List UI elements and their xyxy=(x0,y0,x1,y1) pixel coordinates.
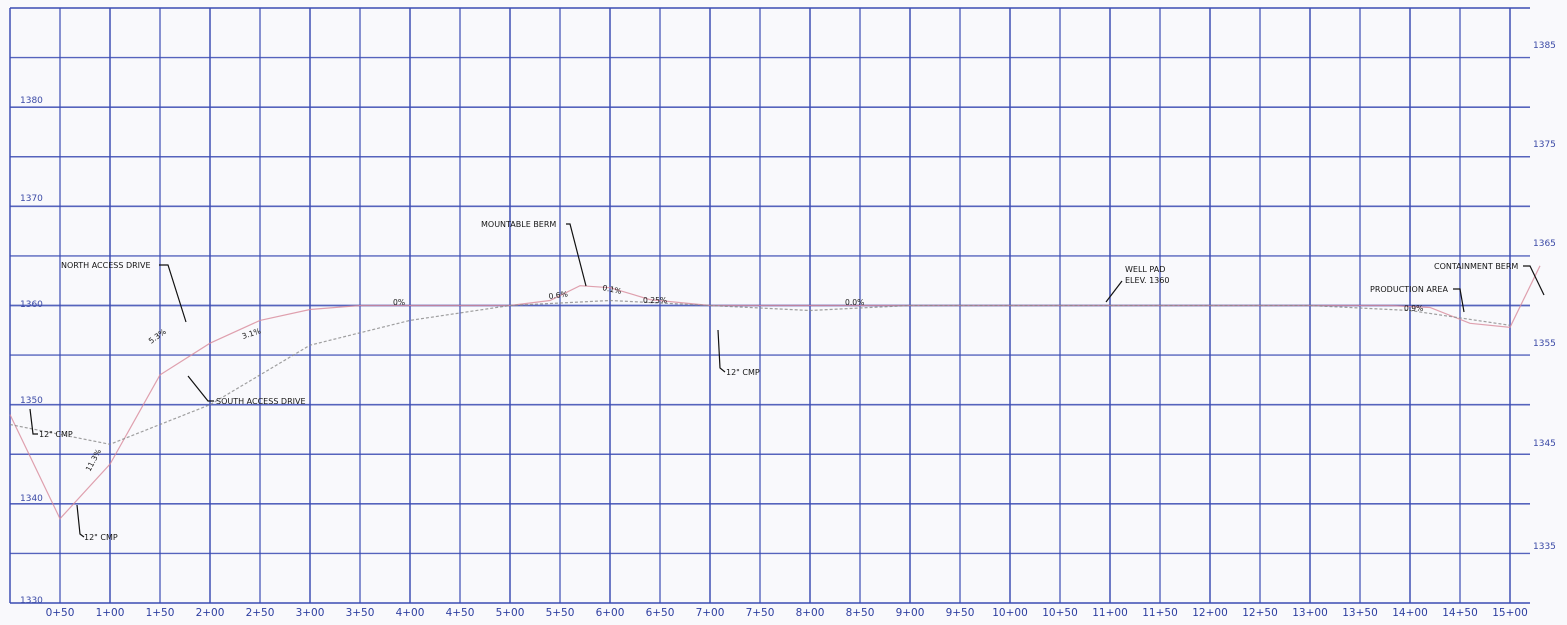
north-access-drive-label: NORTH ACCESS DRIVE xyxy=(61,261,151,270)
slope-label: 0.1% xyxy=(602,283,623,296)
cmp-mid-label: 12" CMP xyxy=(726,368,760,377)
x-tick-label: 7+00 xyxy=(696,607,725,619)
y-label-left: 1350 xyxy=(20,396,43,406)
x-tick-label: 1+50 xyxy=(146,607,175,619)
x-tick-label: 1+00 xyxy=(96,607,125,619)
x-tick-label: 15+00 xyxy=(1492,607,1528,619)
production-area-leader xyxy=(1453,288,1465,313)
x-tick-label: 13+50 xyxy=(1342,607,1378,619)
y-label-right: 1385 xyxy=(1533,41,1556,51)
north-access-drive-leader xyxy=(159,264,187,323)
x-tick-label: 3+00 xyxy=(296,607,325,619)
y-label-right: 1375 xyxy=(1533,140,1556,150)
y-label-left: 1330 xyxy=(20,596,43,606)
y-axis-right-labels: 1385 1375 1365 1355 1345 1335 xyxy=(1533,41,1556,552)
x-tick-label: 12+50 xyxy=(1242,607,1278,619)
y-label-left: 1360 xyxy=(20,300,43,310)
x-tick-label: 3+50 xyxy=(346,607,375,619)
y-label-right: 1345 xyxy=(1533,439,1556,449)
y-axis-left-labels: 1380 1370 1360 1350 1340 1330 xyxy=(20,96,43,606)
slope-label: 0.9% xyxy=(1404,304,1423,313)
x-tick-label: 14+00 xyxy=(1392,607,1428,619)
x-tick-label: 4+50 xyxy=(446,607,475,619)
x-tick-label: 2+50 xyxy=(246,607,275,619)
slope-label: 0% xyxy=(393,298,405,307)
y-label-right: 1335 xyxy=(1533,542,1556,552)
x-tick-label: 4+00 xyxy=(396,607,425,619)
x-tick-label: 14+50 xyxy=(1442,607,1478,619)
x-tick-label: 9+50 xyxy=(946,607,975,619)
profile-lines xyxy=(9,265,1541,520)
y-label-right: 1355 xyxy=(1533,339,1556,349)
profile-series-line xyxy=(9,299,1511,445)
cmp-mid-leader xyxy=(717,329,726,373)
x-tick-label: 11+00 xyxy=(1092,607,1128,619)
y-label-left: 1340 xyxy=(20,494,43,504)
well-pad-label: WELL PAD xyxy=(1125,265,1165,274)
x-tick-label: 11+50 xyxy=(1142,607,1178,619)
y-label-left: 1370 xyxy=(20,194,43,204)
x-tick-label: 5+50 xyxy=(546,607,575,619)
well-pad-elevation-label: ELEV. 1360 xyxy=(1125,276,1169,285)
mountable-berm-leader xyxy=(566,223,587,287)
x-tick-label: 10+00 xyxy=(992,607,1028,619)
x-axis-station-labels: 0+50 1+00 1+50 2+00 2+50 3+00 3+50 4+00 4+50 5+00… xyxy=(46,607,1528,619)
x-tick-label: 9+00 xyxy=(896,607,925,619)
well-pad-leader xyxy=(1105,280,1123,303)
mountable-berm-label: MOUNTABLE BERM xyxy=(481,220,556,229)
x-tick-label: 2+00 xyxy=(196,607,225,619)
x-tick-label: 13+00 xyxy=(1292,607,1328,619)
profile-annotations: NORTH ACCESS DRIVE SOUTH ACCESS DRIVE 12… xyxy=(29,220,1545,542)
profile-series-line xyxy=(9,265,1541,520)
x-tick-label: 8+00 xyxy=(796,607,825,619)
x-tick-label: 6+50 xyxy=(646,607,675,619)
x-tick-label: 10+50 xyxy=(1042,607,1078,619)
production-area-label: PRODUCTION AREA xyxy=(1370,285,1448,294)
x-tick-label: 7+50 xyxy=(746,607,775,619)
y-label-right: 1365 xyxy=(1533,239,1556,249)
south-access-drive-label: SOUTH ACCESS DRIVE xyxy=(216,397,306,406)
cmp-left-label: 12" CMP xyxy=(39,430,73,439)
y-label-left: 1380 xyxy=(20,96,43,106)
slope-label: 0.6% xyxy=(548,289,568,301)
containment-berm-label: CONTAINMENT BERM xyxy=(1434,262,1518,271)
x-tick-label: 0+50 xyxy=(46,607,75,619)
x-tick-label: 5+00 xyxy=(496,607,525,619)
containment-berm-leader xyxy=(1523,265,1545,296)
slope-label: 0.0% xyxy=(845,298,864,307)
x-tick-label: 6+00 xyxy=(596,607,625,619)
x-tick-label: 8+50 xyxy=(846,607,875,619)
cmp-left-leader xyxy=(29,408,38,435)
x-tick-label: 12+00 xyxy=(1192,607,1228,619)
cmp-lower-label: 12" CMP xyxy=(84,533,118,542)
slope-label: 0.25% xyxy=(643,296,667,305)
cmp-lower-leader xyxy=(76,504,85,538)
south-access-drive-leader xyxy=(187,375,214,402)
